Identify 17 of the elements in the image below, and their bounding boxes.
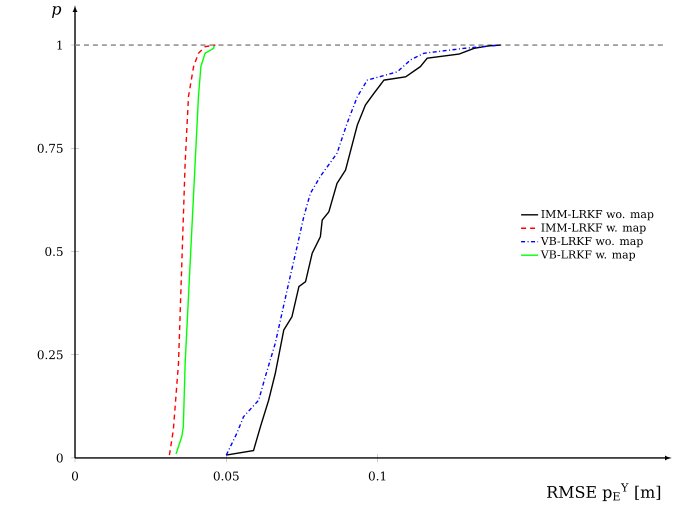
x-tick-label: 0.05 <box>214 471 239 481</box>
y-tick-label: 0.25 <box>38 350 63 360</box>
legend-label: IMM-LRKF wo. map <box>541 210 654 220</box>
x-axis-title: RMSE p$_{E}$$^{Y}$ [m] <box>547 483 660 502</box>
legend-label: VB-LRKF w. map <box>540 250 636 261</box>
legend-label: VB-LRKF wo. map <box>540 236 643 248</box>
line-series <box>226 44 502 456</box>
y-tick-label: 1 <box>57 40 62 50</box>
y-tick-label: 0.5 <box>45 246 63 256</box>
x-tick-label: 0.1 <box>368 471 386 481</box>
x-tick-label: 0 <box>72 471 78 481</box>
legend-label: IMM-LRKF w. map <box>541 224 646 234</box>
line-series <box>175 45 215 455</box>
line-series <box>168 44 216 456</box>
y-tick-label: 0 <box>56 453 63 463</box>
y-tick-label: 0.75 <box>38 144 63 153</box>
y-axis-title: p <box>52 6 62 18</box>
